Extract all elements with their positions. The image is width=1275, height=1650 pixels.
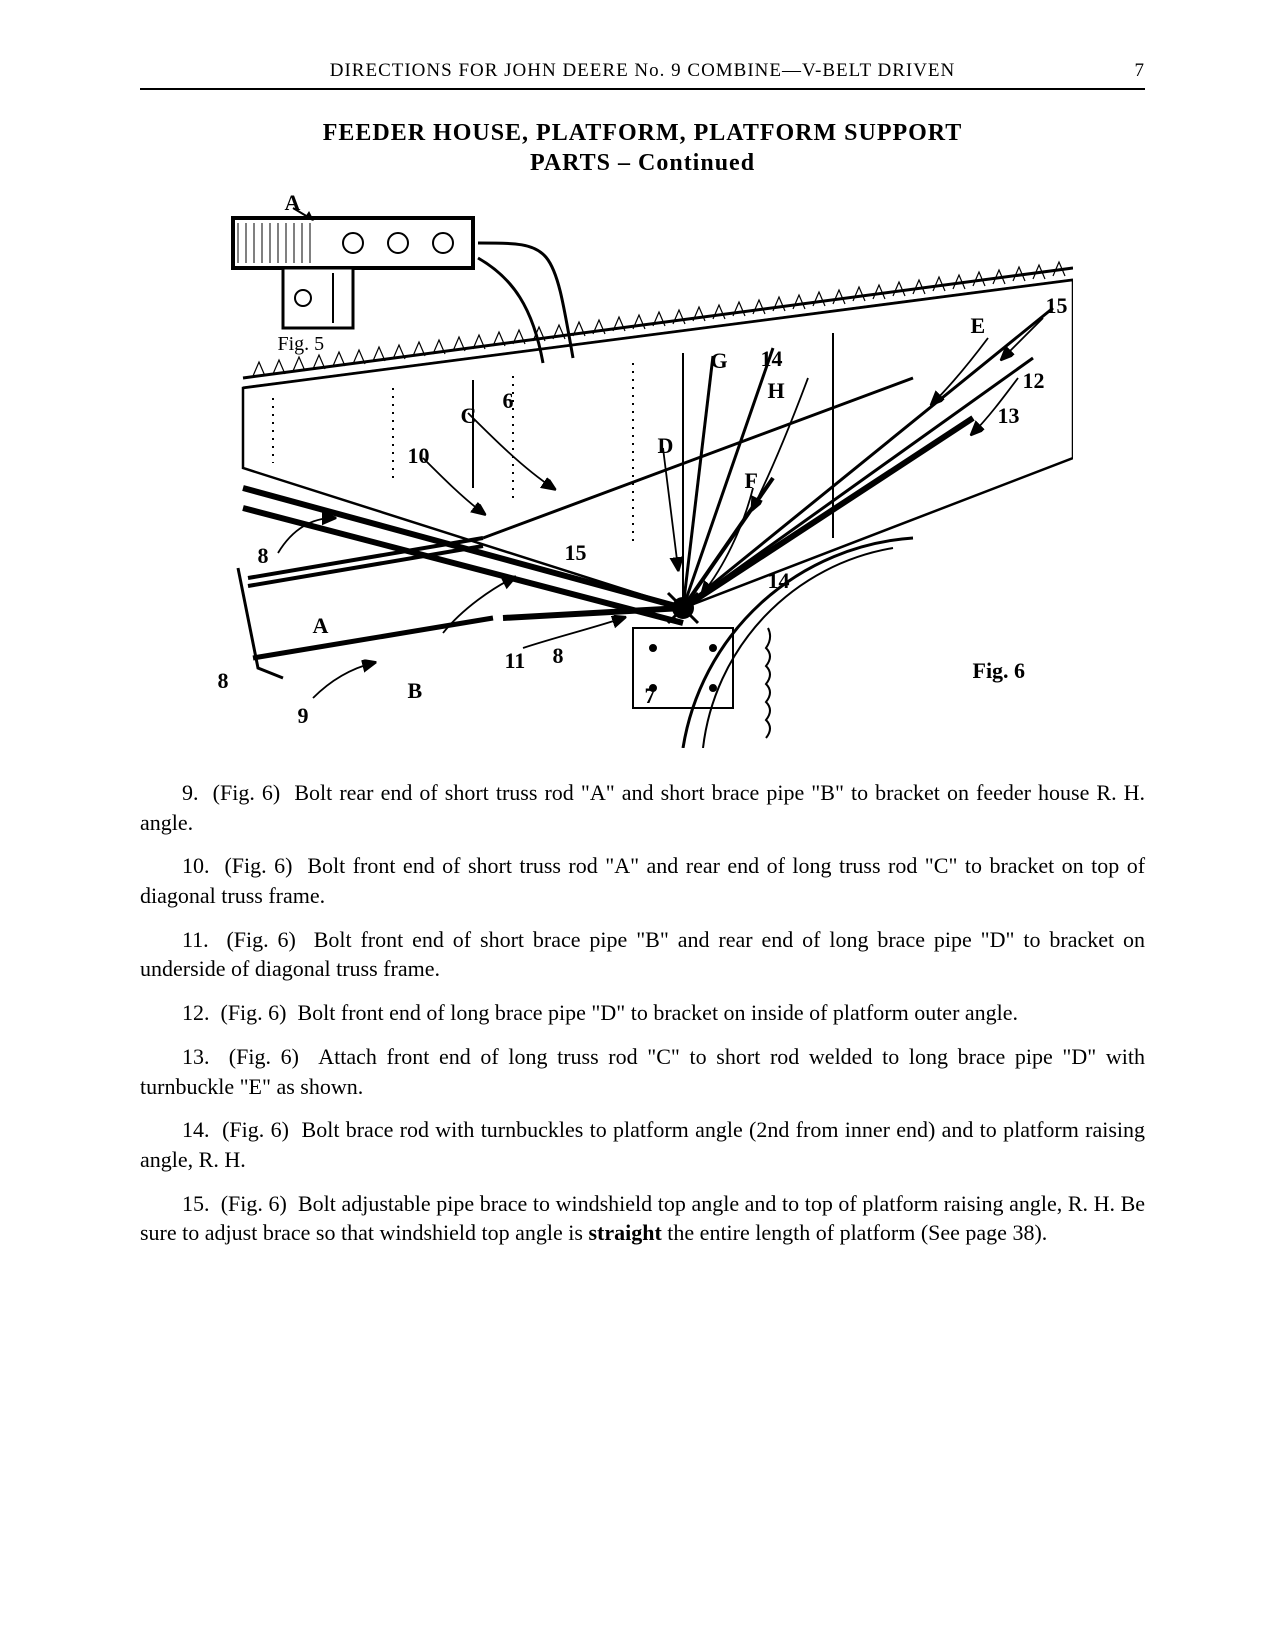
callout-C: C — [461, 403, 477, 429]
section-title-line1: FEEDER HOUSE, PLATFORM, PLATFORM SUPPORT — [323, 120, 963, 146]
callout-H: H — [768, 378, 785, 404]
instruction-12: 12. (Fig. 6) Bolt front end of long brac… — [140, 998, 1145, 1028]
callout-8c: 8 — [553, 643, 564, 669]
fig5-label: Fig. 5 — [278, 333, 325, 356]
callout-13: 13 — [998, 403, 1020, 429]
callout-9: 9 — [298, 703, 309, 729]
callout-12: 12 — [1023, 368, 1045, 394]
callout-15a: 15 — [1046, 293, 1068, 319]
running-header: DIRECTIONS FOR JOHN DEERE No. 9 COMBINE—… — [140, 60, 1145, 90]
callout-D: D — [658, 433, 674, 459]
instruction-15: 15. (Fig. 6) Bolt adjustable pipe brace … — [140, 1189, 1145, 1248]
callout-10: 10 — [408, 443, 430, 469]
callout-B: B — [408, 678, 423, 704]
callout-E: E — [971, 313, 986, 339]
callout-15b: 15 — [565, 540, 587, 566]
callout-G: G — [711, 348, 728, 374]
callout-8b: 8 — [218, 668, 229, 694]
callout-F: F — [745, 468, 758, 494]
section-title: FEEDER HOUSE, PLATFORM, PLATFORM SUPPORT… — [140, 118, 1145, 178]
callout-11: 11 — [505, 648, 526, 674]
fig6-label: Fig. 6 — [973, 658, 1026, 684]
page-number: 7 — [1105, 60, 1145, 82]
instruction-11: 11. (Fig. 6) Bolt front end of short bra… — [140, 925, 1145, 984]
callout-7: 7 — [645, 683, 656, 709]
page: DIRECTIONS FOR JOHN DEERE No. 9 COMBINE—… — [0, 0, 1275, 1650]
callout-6: 6 — [503, 388, 514, 414]
section-title-line2: PARTS – Continued — [530, 150, 755, 176]
instruction-9: 9. (Fig. 6) Bolt rear end of short truss… — [140, 778, 1145, 837]
instruction-12-text: Bolt front end of long brace pipe "D" to… — [298, 1000, 1019, 1025]
running-title: DIRECTIONS FOR JOHN DEERE No. 9 COMBINE—… — [180, 60, 1105, 82]
instruction-9-text: Bolt rear end of short truss rod "A" and… — [140, 780, 1145, 835]
callout-14a: 14 — [761, 346, 783, 372]
callout-14b: 14 — [768, 568, 790, 594]
instruction-10: 10. (Fig. 6) Bolt front end of short tru… — [140, 851, 1145, 910]
instruction-13: 13. (Fig. 6) Attach front end of long tr… — [140, 1042, 1145, 1101]
instruction-15-text: Bolt adjustable pipe brace to windshield… — [140, 1191, 1145, 1246]
figure-6: A Fig. 5 8 8 8 9 A B 10 C 6 11 D 15 7 F … — [213, 188, 1073, 748]
instruction-14: 14. (Fig. 6) Bolt brace rod with turnbuc… — [140, 1115, 1145, 1174]
callout-8a: 8 — [258, 543, 269, 569]
callout-A-top: A — [285, 190, 301, 216]
callout-A: A — [313, 613, 329, 639]
instruction-14-text: Bolt brace rod with turnbuckles to platf… — [140, 1117, 1145, 1172]
instructions-block: 9. (Fig. 6) Bolt rear end of short truss… — [140, 778, 1145, 1248]
